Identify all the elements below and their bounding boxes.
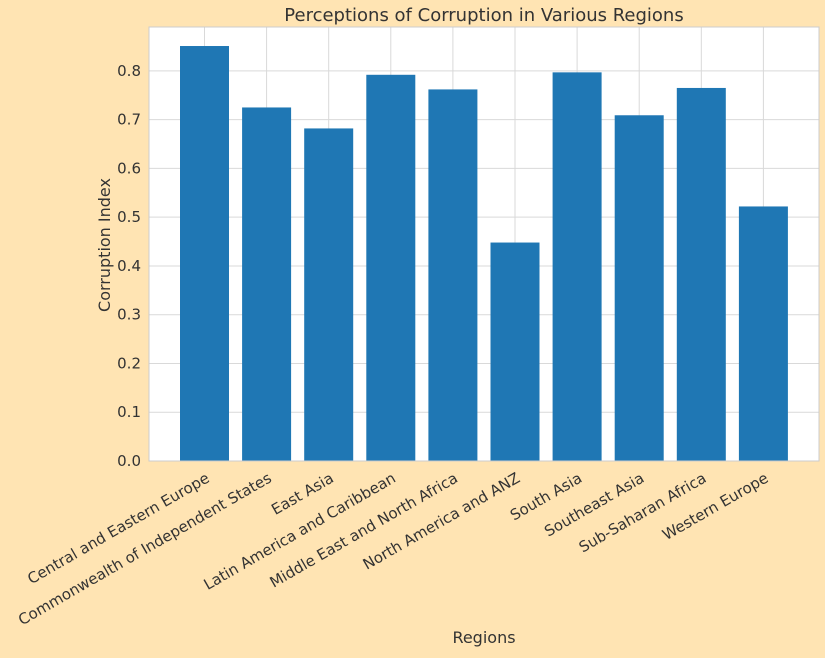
- y-tick-label: 0.2: [117, 354, 141, 372]
- bar: [676, 87, 726, 462]
- bar: [738, 206, 788, 461]
- y-tick-label: 0.7: [117, 111, 141, 129]
- y-axis-label: Corruption Index: [95, 178, 114, 312]
- y-tick-label: 0.3: [117, 306, 141, 324]
- bar: [552, 72, 602, 462]
- y-tick-label: 0.1: [117, 403, 141, 421]
- bar: [180, 46, 229, 462]
- plot-frame: [148, 26, 820, 462]
- y-tick-label: 0.8: [117, 62, 141, 80]
- y-tick-labels: 0.0 0.1 0.2 0.3 0.4 0.5 0.6 0.7 0.8: [117, 62, 141, 470]
- bars: [180, 46, 788, 462]
- y-tick-label: 0.6: [117, 159, 141, 177]
- y-tick-label: 0.4: [117, 257, 141, 275]
- bar: [428, 89, 478, 462]
- chart-title: Perceptions of Corruption in Various Reg…: [284, 5, 683, 26]
- y-tick-label: 0.5: [117, 208, 141, 226]
- bar: [242, 107, 292, 462]
- bar: [366, 74, 416, 462]
- bar: [490, 242, 540, 461]
- x-axis-label: Regions: [452, 628, 515, 647]
- bar: [614, 115, 664, 461]
- y-tick-label: 0.0: [117, 452, 141, 470]
- bar: [304, 128, 354, 462]
